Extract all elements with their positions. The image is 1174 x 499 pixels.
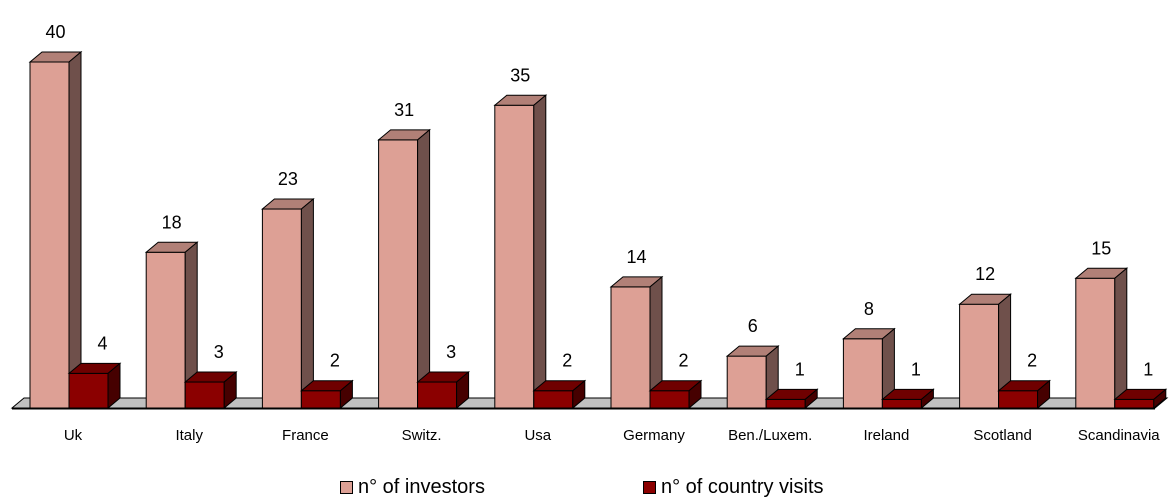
legend-item-investors: n° of investors (340, 476, 485, 499)
value-label-country-visits-9: 1 (1143, 359, 1153, 379)
legend-label-investors: n° of investors (358, 476, 485, 498)
bar-country-visits-4 (532, 379, 587, 410)
bar-investors-8 (958, 293, 1012, 410)
bar-investors-0 (28, 50, 83, 410)
value-label-country-visits-1: 3 (214, 342, 224, 362)
bar-investors-9 (1074, 267, 1129, 410)
value-label-investors-1: 18 (162, 212, 182, 232)
category-label-6: Ben./Luxem. (728, 427, 812, 444)
value-label-investors-8: 12 (975, 264, 995, 284)
category-label-8: Scotland (973, 427, 1031, 444)
legend-item-country-visits: n° of country visits (643, 476, 824, 499)
bars-group (28, 50, 1168, 410)
bar-country-visits-3 (416, 370, 470, 410)
bar-investors-4 (493, 94, 548, 410)
bar-country-visits-9 (1113, 388, 1168, 410)
bar-country-visits-5 (648, 379, 703, 410)
category-labels-group: Uk Italy France Switz. Usa Germany Ben./Luxem.… (64, 427, 1160, 444)
value-label-country-visits-3: 3 (446, 342, 456, 362)
value-label-country-visits-5: 2 (678, 351, 688, 371)
bar-country-visits-8 (997, 379, 1051, 410)
value-label-country-visits-6: 1 (795, 359, 805, 379)
category-label-7: Ireland (863, 427, 909, 444)
bar-investors-5 (609, 275, 664, 410)
value-label-country-visits-0: 4 (97, 333, 107, 353)
value-label-country-visits-7: 1 (911, 359, 921, 379)
value-label-investors-7: 8 (864, 299, 874, 319)
bar-country-visits-1 (183, 370, 238, 410)
value-label-investors-2: 23 (278, 169, 298, 189)
category-label-5: Germany (623, 427, 685, 444)
value-label-country-visits-2: 2 (330, 351, 340, 371)
bar-investors-3 (377, 128, 431, 410)
bar-investors-7 (842, 327, 896, 410)
value-label-country-visits-8: 2 (1027, 351, 1037, 371)
legend: n° of investors n° of country visits (0, 476, 1174, 498)
value-label-investors-3: 31 (394, 100, 414, 120)
category-label-9: Scandinavia (1078, 427, 1160, 444)
bar-country-visits-2 (300, 379, 354, 410)
bar-investors-2 (261, 197, 315, 410)
category-label-1: Italy (175, 427, 203, 444)
value-label-investors-0: 40 (45, 22, 65, 42)
bar-investors-1 (144, 241, 199, 410)
bar-country-visits-6 (764, 388, 819, 410)
bar-country-visits-7 (881, 388, 935, 410)
legend-swatch-investors (340, 481, 353, 494)
value-label-country-visits-4: 2 (562, 351, 572, 371)
legend-swatch-country-visits (643, 481, 656, 494)
category-label-4: Usa (524, 427, 551, 444)
category-label-0: Uk (64, 427, 83, 444)
bar-country-visits-0 (67, 362, 122, 410)
value-label-investors-9: 15 (1091, 238, 1111, 258)
value-label-investors-4: 35 (510, 65, 530, 85)
legend-label-country-visits: n° of country visits (661, 476, 824, 498)
category-label-2: France (282, 427, 329, 444)
value-label-investors-5: 14 (626, 247, 646, 267)
category-label-3: Switz. (402, 427, 442, 444)
value-label-investors-6: 6 (748, 316, 758, 336)
